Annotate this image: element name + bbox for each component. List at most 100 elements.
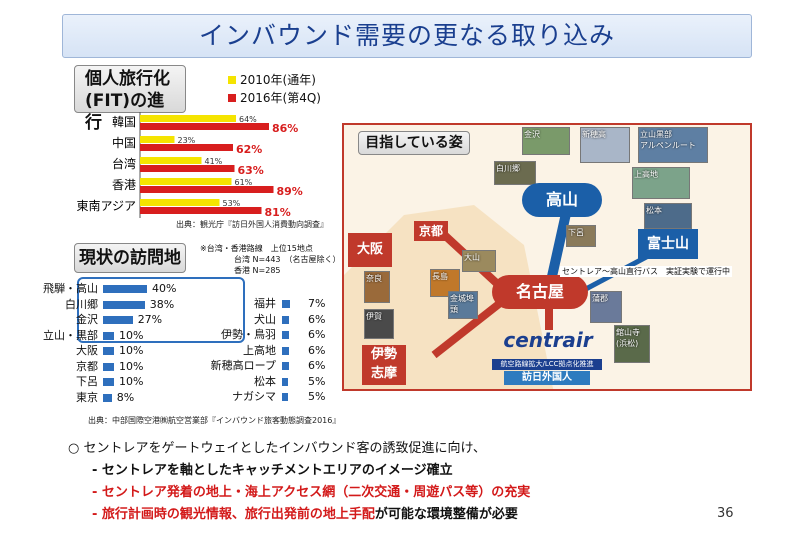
visit-row-left: 京都 10% bbox=[8, 359, 178, 374]
photo-gero: 下呂 bbox=[566, 225, 596, 247]
fit-heading-line2: (FIT)の進行 bbox=[85, 91, 165, 133]
page-number: 36 bbox=[717, 506, 734, 521]
area-shima-label: 志摩 bbox=[370, 366, 397, 381]
visit-bar bbox=[103, 316, 133, 324]
chart-legend: 2010年(通年) 2016年(第4Q) bbox=[228, 71, 321, 107]
photo-inuyama: 大山 bbox=[462, 250, 496, 272]
visit-row-right: 上高地 6% bbox=[204, 343, 344, 358]
visit-pct: 38% bbox=[149, 297, 175, 311]
photo-matsumoto: 松本 bbox=[644, 203, 692, 229]
visit-name: 東京 bbox=[76, 390, 98, 404]
visit-row-left: 大阪 10% bbox=[8, 343, 178, 358]
visit-row-left: 飛騨・高山 40% bbox=[8, 281, 178, 296]
photo-gamagori: 蒲郡 bbox=[590, 291, 622, 323]
visit-row-right: ナガシマ 5% bbox=[204, 389, 344, 404]
photo-shinhotaka: 新穂高 bbox=[580, 127, 630, 163]
fit-value-2016: 62% bbox=[236, 143, 262, 156]
fit-value-2016: 81% bbox=[265, 206, 291, 218]
area-osaka: 大阪 bbox=[348, 233, 392, 267]
visit-pct: 5% bbox=[308, 390, 326, 403]
visit-row-right: 松本 5% bbox=[204, 374, 344, 389]
centrair-logo: centrair bbox=[503, 328, 593, 352]
visit-name: 伊勢・鳥羽 bbox=[221, 328, 276, 341]
fit-value-2010: 23% bbox=[178, 136, 196, 145]
fit-bar-2010 bbox=[140, 115, 236, 122]
visitors-band: 訪日外国人 bbox=[504, 371, 590, 385]
fit-bar-2010 bbox=[140, 136, 175, 143]
fit-bar-2010 bbox=[140, 199, 220, 206]
visit-pct: 6% bbox=[308, 343, 326, 357]
fit-value-2010: 53% bbox=[223, 199, 241, 208]
visit-row-left: 白川郷 38% bbox=[8, 297, 178, 312]
photo-tateyama-label1: 立山黒部 bbox=[640, 130, 672, 139]
photo-kanazawa: 金沢 bbox=[522, 127, 570, 155]
visit-name: 立山・黒部 bbox=[43, 328, 98, 342]
fit-category-label: 香港 bbox=[112, 178, 136, 192]
visit-bar bbox=[282, 346, 289, 355]
area-kyoto: 京都 bbox=[414, 221, 448, 241]
visit-bar bbox=[103, 362, 114, 371]
visit-source: 出典：中部国際空港㈱航空営業部『インバウンド旅客動態調査2016』 bbox=[88, 416, 341, 425]
visit-pct: 10% bbox=[119, 359, 144, 373]
photo-tateyama: 立山黒部 アルペンルート bbox=[638, 127, 708, 163]
visit-pct: 6% bbox=[308, 328, 326, 341]
visit-name: 白川郷 bbox=[65, 297, 98, 311]
photo-kanzanji: 舘山寺(浜松) bbox=[614, 325, 650, 363]
photo-tateyama-label2: アルペンルート bbox=[640, 141, 696, 150]
visit-pct: 5% bbox=[308, 374, 326, 388]
visit-name: 下呂 bbox=[76, 375, 98, 388]
visit-row-left: 東京 8% bbox=[8, 390, 178, 405]
airport-band: 航空路線拡大/LCC拠点化推進 bbox=[492, 359, 602, 370]
visit-bar bbox=[103, 285, 147, 293]
fit-category-label: 韓国 bbox=[112, 115, 136, 129]
visit-row-left: 立山・黒部 10% bbox=[8, 328, 178, 343]
visit-name: ナガシマ bbox=[232, 390, 276, 403]
visit-pct: 7% bbox=[308, 297, 326, 310]
visit-bar bbox=[282, 300, 290, 308]
fit-bar-2016 bbox=[140, 186, 274, 193]
fit-value-2016: 89% bbox=[277, 185, 303, 198]
fit-category-label: 台湾 bbox=[112, 156, 136, 171]
visit-note-line3: 香港 N=285 bbox=[234, 266, 281, 275]
bullet-item-1: - セントレアを軸としたキャッチメントエリアのイメージ確立 bbox=[92, 463, 453, 478]
bullet-main: ○ セントレアをゲートウェイとしたインバウンド客の誘致促進に向け、 bbox=[68, 441, 486, 456]
visit-bar bbox=[282, 393, 288, 401]
photo-nara: 奈良 bbox=[364, 271, 390, 303]
visit-bar bbox=[103, 347, 114, 355]
fit-source: 出典：観光庁『訪日外国人消費動向調査』 bbox=[176, 220, 328, 229]
visit-bar bbox=[282, 362, 289, 370]
visit-note-line2: 台湾 N=443 （名古屋除く） bbox=[234, 255, 341, 264]
visit-pct: 27% bbox=[137, 313, 163, 326]
bullet-item-2: - セントレア発着の地上・海上アクセス網（二次交通・周遊パス等）の充実 bbox=[92, 485, 531, 500]
visit-name: 大阪 bbox=[76, 344, 98, 357]
area-ise-shima: 伊勢 志摩 bbox=[362, 345, 406, 385]
visit-row-right: 福井 7% bbox=[204, 296, 344, 311]
legend-item-2010: 2010年(通年) bbox=[228, 71, 321, 89]
fit-value-2010: 64% bbox=[239, 115, 257, 124]
fit-bar-2016 bbox=[140, 144, 233, 151]
fit-bar-chart: 韓国 64% 86% 中国 23% 62% 台湾 41% 63% 香港 61% 89% 東南アジア 53%… bbox=[76, 112, 303, 218]
visit-pct: 8% bbox=[116, 390, 135, 404]
bullet-item-3: - 旅行計画時の観光情報、旅行出発前の地上手配が可能な環境整備が必要 bbox=[68, 504, 748, 526]
page-title: インバウンド需要の更なる取り込み bbox=[198, 21, 615, 50]
visit-note-line1: ※台湾・香港路線 上位15地点 bbox=[200, 244, 313, 253]
fit-heading: 個人旅行化 (FIT)の進行 bbox=[74, 65, 186, 133]
visit-name: 新穂高ロープ bbox=[210, 359, 276, 372]
fit-bar-2016 bbox=[140, 123, 269, 130]
photo-iga: 伊賀 bbox=[364, 309, 394, 339]
photo-kinjo: 金城埠頭 bbox=[448, 291, 478, 319]
visit-pct: 6% bbox=[308, 312, 326, 326]
legend-label-2010: 2010年(通年) bbox=[240, 73, 316, 87]
visit-name: 犬山 bbox=[254, 312, 276, 326]
bullet-item-3-red: - 旅行計画時の観光情報、旅行出発前の地上手配 bbox=[92, 507, 375, 522]
visit-name: 金沢 bbox=[76, 313, 98, 326]
legend-swatch-yellow bbox=[228, 76, 236, 84]
visit-pct: 40% bbox=[152, 282, 177, 295]
visit-bar bbox=[103, 393, 112, 402]
fit-bar-2016 bbox=[140, 165, 235, 172]
visit-heading: 現状の訪問地 bbox=[74, 243, 186, 273]
fit-value-2016: 63% bbox=[238, 164, 264, 177]
bullet-list: ○ セントレアをゲートウェイとしたインバウンド客の誘致促進に向け、 - セントレ… bbox=[68, 438, 748, 526]
visit-name: 飛騨・高山 bbox=[43, 282, 98, 295]
